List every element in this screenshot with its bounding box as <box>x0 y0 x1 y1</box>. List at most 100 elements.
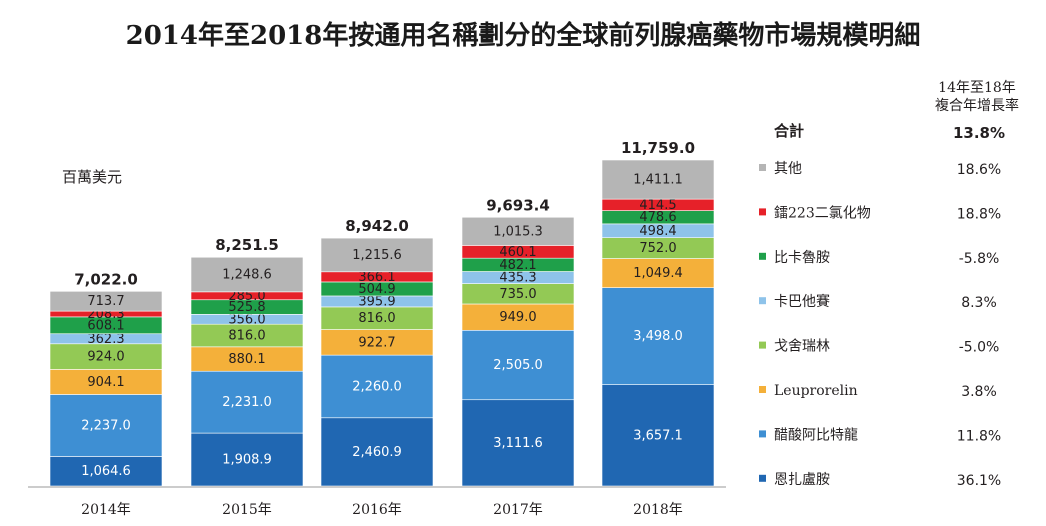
segment-value-label: 2,237.0 <box>81 418 131 433</box>
segment-value-label: 949.0 <box>499 310 536 325</box>
legend-total-label: 合計 <box>773 122 804 140</box>
bar-segment <box>601 384 715 487</box>
bar-segment <box>49 343 163 370</box>
segment-value-label: 525.8 <box>228 300 265 315</box>
x-tick-label: 2017年 <box>493 502 543 518</box>
segment-value-label: 608.1 <box>87 318 124 333</box>
bar-segment <box>461 216 575 246</box>
legend-swatch <box>759 252 766 260</box>
segment-value-label: 713.7 <box>87 294 124 309</box>
legend-swatch <box>759 474 766 482</box>
segment-value-label: 2,460.9 <box>352 445 402 460</box>
segment-value-label: 816.0 <box>358 311 395 326</box>
segment-value-label: 366.1 <box>358 270 395 285</box>
segment-value-label: 3,498.0 <box>633 329 683 344</box>
legend-cagr-value: 18.6% <box>957 162 1001 178</box>
segment-value-label: 1,248.6 <box>222 268 272 283</box>
bar-segment <box>320 329 434 356</box>
x-tick-label: 2015年 <box>222 502 272 518</box>
segment-value-label: 460.1 <box>499 245 536 260</box>
legend-label: 戈舍瑞林 <box>774 339 830 355</box>
legend-label: 鐳223二氯化物 <box>774 205 871 221</box>
bar-total-label: 11,759.0 <box>621 139 695 157</box>
legend-label: 其他 <box>774 161 802 177</box>
legend-swatch <box>759 164 766 171</box>
x-tick-label: 2018年 <box>633 502 683 518</box>
legend-cagr-value: 36.1% <box>957 473 1001 489</box>
legend-cagr-value: -5.8% <box>959 251 1000 267</box>
segment-value-label: 1,015.3 <box>493 224 543 239</box>
segment-value-label: 3,657.1 <box>633 428 683 443</box>
segment-value-label: 395.9 <box>358 294 395 309</box>
segment-value-label: 735.0 <box>499 287 536 302</box>
segment-value-label: 1,049.4 <box>633 266 683 281</box>
bar-total-label: 7,022.0 <box>74 270 138 288</box>
bar-segment <box>320 237 434 273</box>
segment-value-label: 285.0 <box>228 289 265 304</box>
segment-value-label: 478.6 <box>639 210 676 225</box>
bars-group: 1,064.62,237.0904.1924.0362.3608.1208.37… <box>49 139 715 518</box>
legend-cagr-value: 11.8% <box>957 428 1001 444</box>
bar-segment <box>190 432 304 487</box>
bar-segment <box>190 370 304 434</box>
bar-segment <box>461 329 575 401</box>
legend-label: 恩扎盧胺 <box>774 472 830 488</box>
bar-segment <box>320 417 434 487</box>
segment-value-label: 904.1 <box>87 375 124 390</box>
chart-title: 2014年至2018年按通用名稱劃分的全球前列腺癌藥物市場規模明細 <box>126 20 921 51</box>
legend-cagr-value: 3.8% <box>961 384 997 400</box>
cagr-header-line1: 14年至18年 <box>938 80 1016 96</box>
bar-segment <box>461 303 575 331</box>
segment-value-label: 482.1 <box>499 258 536 273</box>
legend-swatch <box>759 341 766 349</box>
segment-value-label: 880.1 <box>228 352 265 367</box>
legend-label: 卡巴他賽 <box>774 293 830 310</box>
bar-segment <box>461 399 575 487</box>
segment-value-label: 1,908.9 <box>222 453 272 468</box>
legend: 其他 18.6% 鐳223二氯化物 18.8% 比卡魯胺 -5.8% 卡巴他賽 8.3% 戈舍瑞… <box>759 161 1001 489</box>
bar-total-label: 9,693.4 <box>486 196 550 214</box>
segment-value-label: 504.9 <box>358 282 395 297</box>
bar-segment <box>49 394 163 457</box>
segment-value-label: 1,215.6 <box>352 248 402 263</box>
bar-segment <box>601 258 715 288</box>
segment-value-label: 435.3 <box>499 271 536 286</box>
segment-value-label: 2,260.0 <box>352 379 402 394</box>
bar-total-label: 8,942.0 <box>345 217 409 235</box>
legend-swatch <box>759 386 766 393</box>
segment-value-label: 414.5 <box>639 198 676 213</box>
legend-total-cagr: 13.8% <box>953 124 1005 142</box>
segment-value-label: 752.0 <box>639 241 676 256</box>
segment-value-label: 498.4 <box>639 224 676 239</box>
segment-value-label: 356.0 <box>228 312 265 327</box>
bar-segment <box>320 354 434 419</box>
legend-cagr-value: -5.0% <box>959 340 1000 356</box>
bar-segment <box>190 346 304 372</box>
legend-label: 比卡魯胺 <box>774 250 830 266</box>
legend-cagr-value: 8.3% <box>961 295 997 311</box>
segment-value-label: 816.0 <box>228 329 265 344</box>
bar-segment <box>49 291 163 312</box>
legend-cagr-value: 18.8% <box>957 206 1001 222</box>
segment-value-label: 362.3 <box>87 332 124 347</box>
segment-value-label: 924.0 <box>87 350 124 365</box>
bar-total-label: 8,251.5 <box>215 236 279 254</box>
unit-label: 百萬美元 <box>62 168 122 186</box>
segment-value-label: 2,231.0 <box>222 395 272 410</box>
cagr-header-line2: 複合年增長率 <box>935 97 1019 114</box>
legend-swatch <box>759 430 766 438</box>
bar-segment <box>49 456 163 487</box>
legend-label: 醋酸阿比特龍 <box>774 426 858 443</box>
bar-segment <box>601 159 715 200</box>
x-tick-label: 2014年 <box>81 502 131 518</box>
segment-value-label: 922.7 <box>358 335 395 350</box>
legend-label: Leuprorelin <box>774 383 858 399</box>
x-tick-label: 2016年 <box>352 502 402 518</box>
legend-swatch <box>759 297 766 305</box>
bar-segment <box>190 256 304 293</box>
legend-swatch <box>759 208 766 216</box>
segment-value-label: 3,111.6 <box>493 436 543 451</box>
segment-value-label: 1,064.6 <box>81 464 131 479</box>
segment-value-label: 2,505.0 <box>493 358 543 373</box>
